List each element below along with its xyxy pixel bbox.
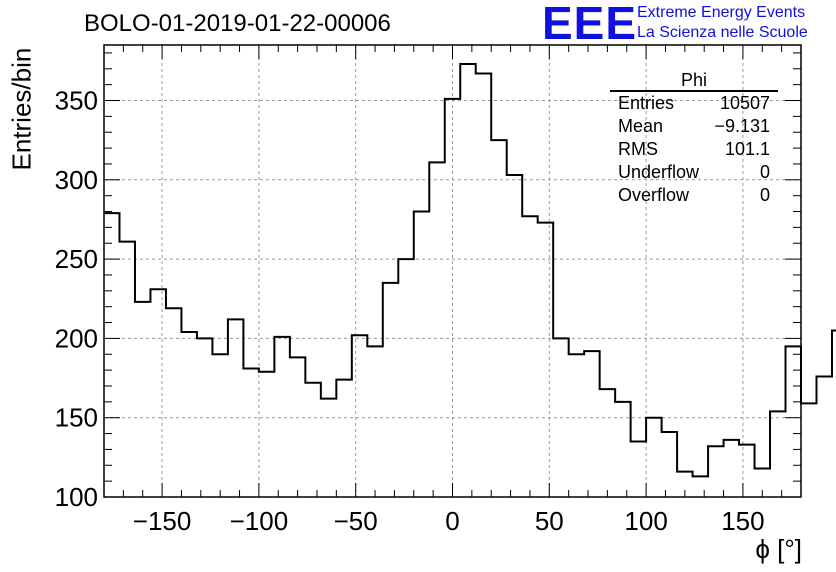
- stats-row-rms: RMS 101.1: [610, 138, 778, 161]
- x-tick-label: −150: [133, 506, 192, 536]
- y-tick-label: 150: [55, 403, 98, 433]
- histogram-bin: [507, 175, 522, 497]
- histogram-bin: [414, 212, 429, 497]
- histogram-bin: [460, 64, 475, 497]
- histogram-bin: [739, 445, 754, 497]
- histogram-bin: [305, 383, 320, 497]
- x-tick-label: 150: [721, 506, 764, 536]
- histogram-bin: [569, 354, 584, 497]
- histogram-bin: [197, 338, 212, 497]
- histogram-bin: [786, 346, 801, 497]
- x-tick-label: 50: [535, 506, 564, 536]
- histogram-bin: [429, 162, 444, 497]
- stats-value: 0: [759, 162, 770, 182]
- histogram-bin: [336, 380, 351, 497]
- stats-label: Entries: [618, 93, 675, 113]
- histogram-bin: [243, 369, 258, 497]
- histogram-bin: [135, 302, 150, 497]
- histogram-bin: [119, 242, 134, 497]
- histogram-bin: [631, 441, 646, 497]
- x-tick-label: 100: [624, 506, 667, 536]
- histogram-bin: [104, 213, 119, 497]
- histogram-bin: [445, 99, 460, 497]
- stats-value: 10507: [719, 93, 770, 113]
- y-tick-label: 200: [55, 323, 98, 353]
- plot-title: BOLO-01-2019-01-22-00006: [84, 10, 391, 37]
- histogram-bin: [383, 283, 398, 497]
- histogram-bin: [476, 74, 491, 497]
- histogram-bin: [367, 346, 382, 497]
- stats-row-overflow: Overflow 0: [610, 184, 778, 207]
- histogram-bin: [662, 432, 677, 497]
- x-tick-label: −50: [334, 506, 378, 536]
- histogram-bin: [646, 418, 661, 497]
- histogram-bin: [553, 338, 568, 497]
- histogram-bin: [538, 223, 553, 497]
- histogram-bin: [801, 403, 816, 497]
- histogram-bin: [693, 476, 708, 497]
- stats-label: RMS: [618, 139, 658, 159]
- histogram-bin: [166, 308, 181, 497]
- stats-value: 0: [759, 185, 770, 205]
- histogram-bin: [615, 402, 630, 497]
- stats-label: Underflow: [618, 162, 700, 182]
- stats-title: Phi: [610, 70, 778, 92]
- histogram-bin: [352, 335, 367, 497]
- histogram-bin: [212, 354, 227, 497]
- stats-row-entries: Entries 10507: [610, 92, 778, 115]
- stats-label: Overflow: [618, 185, 690, 205]
- histogram-bin: [321, 399, 336, 497]
- stats-value: −9.131: [714, 116, 770, 136]
- histogram-bin: [290, 357, 305, 497]
- histogram-bin: [150, 289, 165, 497]
- stats-row-underflow: Underflow 0: [610, 161, 778, 184]
- histogram-bin: [724, 440, 739, 497]
- histogram-bin: [259, 372, 274, 497]
- x-tick-label: 0: [445, 506, 459, 536]
- histogram-bin: [584, 351, 599, 497]
- logo-line-2: La Scienza nelle Scuole: [637, 24, 808, 41]
- stats-label: Mean: [618, 116, 664, 136]
- logo-line-1: Extreme Energy Events: [637, 4, 806, 21]
- stats-box: Phi Entries 10507 Mean −9.131 RMS 101.1 Und…: [610, 70, 778, 207]
- histogram-bin: [228, 319, 243, 497]
- histogram-bin: [708, 446, 723, 497]
- y-tick-label: 250: [55, 244, 98, 274]
- stats-row-mean: Mean −9.131: [610, 115, 778, 138]
- histogram-bin: [491, 140, 506, 497]
- x-tick-label: −100: [230, 506, 289, 536]
- histogram-bin: [274, 337, 289, 497]
- eee-logo-mark: EEE: [542, 0, 638, 49]
- histogram-series: [104, 63, 836, 478]
- y-tick-label: 350: [55, 86, 98, 116]
- histogram-bin: [181, 332, 196, 497]
- histogram-bin: [832, 330, 836, 497]
- histogram-bin: [600, 389, 615, 497]
- histogram-bin: [522, 216, 537, 497]
- histogram-bin: [770, 411, 785, 497]
- y-tick-label: 300: [55, 165, 98, 195]
- stats-value: 101.1: [724, 139, 770, 159]
- histogram-bin: [816, 376, 831, 497]
- x-axis-label: ϕ [°]: [755, 534, 802, 564]
- y-axis-label: Entries/bin: [6, 47, 37, 171]
- histogram-bin: [398, 259, 413, 497]
- y-tick-label: 100: [55, 482, 98, 512]
- eee-logo-text: Extreme Energy Events La Scienza nelle S…: [637, 3, 808, 43]
